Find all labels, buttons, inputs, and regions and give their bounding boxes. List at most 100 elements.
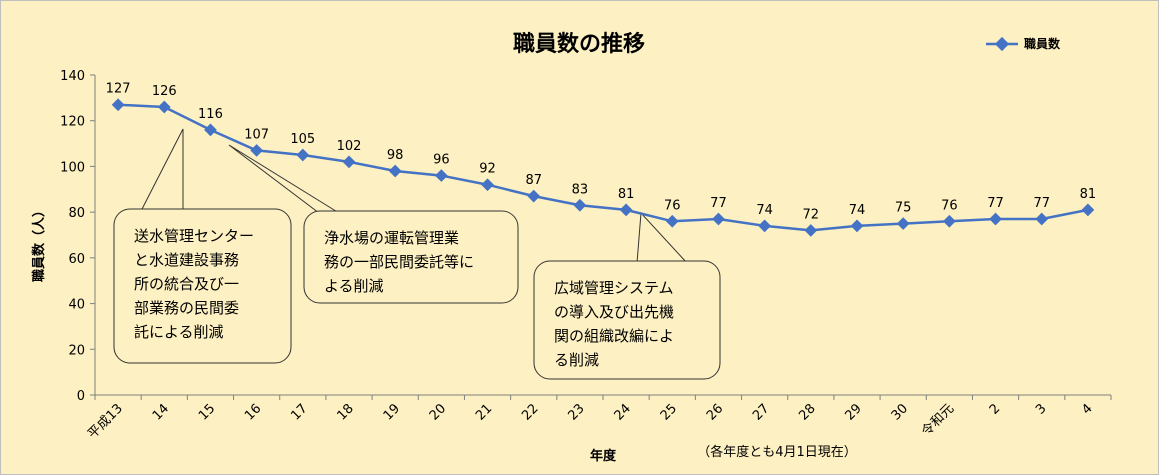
data-point [989,212,1002,226]
x-tick-label: 平成13 [85,401,126,442]
data-label: 98 [387,148,404,163]
callout-text-line: 広域管理システム [554,279,674,297]
data-label: 92 [479,162,496,177]
data-point [896,217,910,230]
callout-pointer [228,144,340,214]
x-tick-label: 17 [288,401,310,423]
data-label: 77 [710,196,727,211]
x-tick-label: 20 [427,401,449,423]
data-label: 127 [106,82,131,97]
callout-text-line: 所の統合及び一 [134,275,239,293]
y-tick-label: 40 [68,298,85,313]
x-tick-label: 22 [519,401,541,423]
data-label: 77 [1033,196,1050,211]
y-tick-label: 100 [60,160,85,175]
data-point [573,198,587,212]
y-tick-label: 80 [68,206,85,221]
x-tick-label: 27 [750,401,772,423]
data-label: 74 [756,203,773,218]
x-tick-label: 令和元 [919,401,957,439]
legend: 職員数 [986,36,1061,52]
data-point [342,155,356,169]
x-tick-label: 3 [1033,401,1049,417]
y-tick-label: 0 [77,389,85,404]
data-point [434,169,448,182]
x-tick-label: 4 [1079,401,1095,417]
y-tick-label: 120 [60,115,85,130]
callout-text-line: の導入及び出先機 [554,303,674,321]
data-point [296,148,310,162]
chart-title: 職員数の推移 [513,31,645,57]
data-point [1081,203,1095,217]
data-label: 107 [244,127,269,142]
x-tick-label: 29 [843,401,865,423]
data-point [527,189,541,203]
data-point [804,224,818,237]
x-tick-label: 23 [565,401,587,423]
y-tick-label: 60 [68,252,85,267]
data-point [1035,212,1049,226]
callout-text-line: 務の一部民間委託等に [324,253,474,271]
data-label: 116 [198,107,223,122]
x-tick-label: 18 [335,401,357,423]
data-label: 126 [152,84,177,99]
callout-text-line: 送水管理センター [134,227,254,245]
x-tick-label: 14 [150,401,172,423]
callout-box [113,208,292,364]
data-label: 96 [433,153,450,168]
data-label: 76 [941,198,958,213]
date-note: （各年度とも4月1日現在） [697,444,857,460]
data-label: 87 [525,173,542,188]
callout-text-line: 関の組織改編によ [554,327,674,345]
x-tick-label: 26 [704,401,726,423]
data-point [481,178,494,192]
data-label: 75 [895,201,912,216]
data-point [712,212,725,226]
data-point [388,164,402,178]
data-label: 81 [618,187,635,202]
callout-text-line: よる削減 [324,277,384,295]
x-tick-label: 25 [658,401,680,423]
data-label: 72 [803,207,820,222]
data-label: 102 [337,139,362,154]
callout-text-line: 部業務の民間委 [134,299,239,317]
data-point [850,219,864,233]
data-label: 81 [1080,187,1097,202]
data-label: 83 [572,182,589,197]
x-tick-label: 28 [796,401,818,423]
callout-text-line: 託による削減 [134,323,224,341]
data-point [758,219,772,233]
data-point [619,203,633,217]
callout-box [303,210,519,304]
x-tick-label: 30 [889,401,911,423]
y-axis-title: 職員数（人） [31,204,47,282]
x-tick-label: 24 [612,401,634,423]
data-point [204,123,217,137]
y-tick-label: 140 [60,69,85,84]
data-point [250,144,264,157]
data-point [942,214,956,228]
callout-text-line: と水道建設事務 [134,251,239,269]
callout-box [533,260,721,380]
data-point [157,100,171,114]
data-label: 76 [664,198,681,213]
series-line [118,103,1089,232]
data-label: 74 [849,203,866,218]
x-tick-label: 21 [473,401,495,423]
x-tick-label: 16 [242,401,264,423]
x-axis-title: 年度 [590,448,617,464]
x-tick-label: 2 [987,401,1003,417]
data-label: 77 [987,196,1004,211]
callout-text-line: る削減 [554,351,599,369]
data-point [665,214,679,228]
y-tick-label: 20 [68,343,85,358]
x-tick-label: 15 [196,401,218,423]
callout-text-line: 浄水場の運転管理業 [324,229,459,247]
callout-pointer [140,128,184,212]
data-label: 105 [290,132,315,147]
legend-marker [994,36,1010,52]
